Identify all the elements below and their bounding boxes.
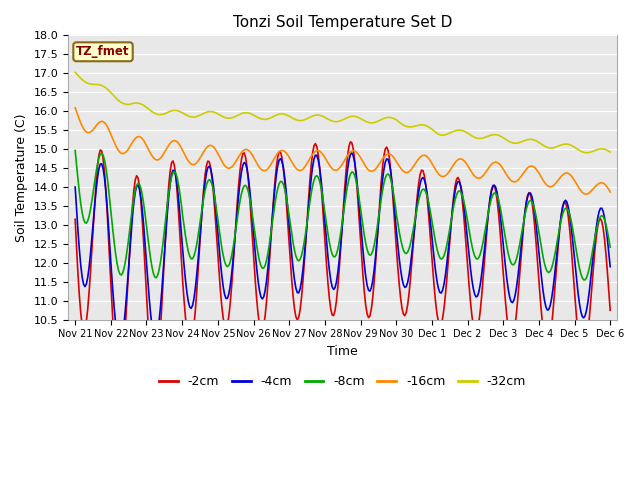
Legend: -2cm, -4cm, -8cm, -16cm, -32cm: -2cm, -4cm, -8cm, -16cm, -32cm bbox=[154, 370, 531, 393]
Title: Tonzi Soil Temperature Set D: Tonzi Soil Temperature Set D bbox=[233, 15, 452, 30]
Y-axis label: Soil Temperature (C): Soil Temperature (C) bbox=[15, 113, 28, 242]
X-axis label: Time: Time bbox=[327, 345, 358, 358]
Text: TZ_fmet: TZ_fmet bbox=[76, 45, 130, 58]
